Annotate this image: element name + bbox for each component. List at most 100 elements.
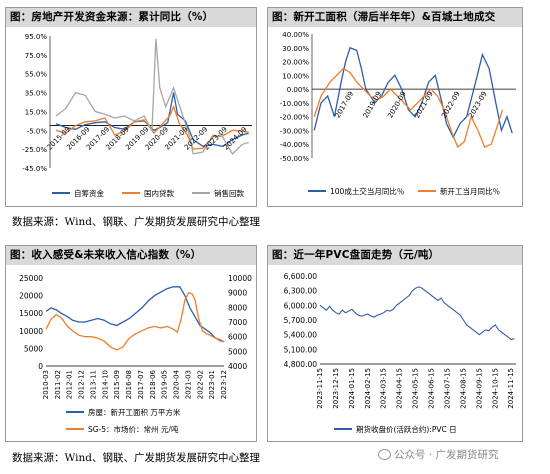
y-left-tick-label: 25000 xyxy=(19,274,43,283)
x-tick-label: 2021-03 xyxy=(184,370,192,399)
x-tick-label: 2019-09 xyxy=(362,90,384,119)
x-tick-label: 2013-11 xyxy=(89,370,97,399)
x-tick-label: 2023-12-15 xyxy=(332,368,340,409)
x-tick-label: 2014-10 xyxy=(101,370,109,399)
series-line xyxy=(313,67,504,149)
wechat-icon xyxy=(378,449,391,460)
chart-panel-income: 图：收入感受&未来收入信心指数（%） 25000 20000 15000 10000 5… xyxy=(5,245,257,442)
y-tick-label: 0.00% xyxy=(287,86,310,94)
y-tick-label: -10.00% xyxy=(280,100,310,108)
y-right-tick-label: 5000 xyxy=(228,347,247,356)
series-line xyxy=(45,291,225,351)
x-tick-label: 2022-02 xyxy=(196,370,204,399)
y-left-tick-label: 10000 xyxy=(19,327,43,336)
series-line xyxy=(45,286,225,343)
y-tick-label: -25.0% xyxy=(22,146,47,154)
y-left-tick-label: 5000 xyxy=(24,344,43,353)
legend-label: 期货收盘价(活跃合约):PVC 日 xyxy=(356,424,457,434)
y-right-tick-label: 7000 xyxy=(228,318,247,327)
series-line xyxy=(319,286,515,341)
y-right-tick-label: 6000 xyxy=(228,333,247,342)
x-tick-label: 2020-04 xyxy=(173,369,181,399)
x-tick-label: 2012-12 xyxy=(78,370,86,399)
chart-title: 图：房地产开发资金来源：累计同比（%） xyxy=(6,8,256,27)
y-tick-label: 30.00% xyxy=(282,45,309,53)
y-tick-label: 75.0% xyxy=(25,52,48,60)
chart-title: 图：收入感受&未来收入信心指数（%） xyxy=(6,246,256,265)
y-tick-label: 35.0% xyxy=(25,90,48,98)
x-tick-label: 2018-06 xyxy=(149,369,157,399)
y-tick-label: 20.00% xyxy=(282,59,309,67)
x-tick-label: 2024-01-15 xyxy=(348,368,356,409)
x-tick-label: 2022-09 xyxy=(440,90,462,119)
x-tick-label: 2016-08 xyxy=(125,370,133,399)
x-tick-label: 2017-07 xyxy=(137,370,145,399)
legend-label: 100成土交当月同比％ xyxy=(330,186,404,196)
chart-panel-newstart: 图：新开工面积（滞后半年年）&百城土地成交 40.00% 30.00% 20.00%… xyxy=(267,7,523,207)
y-tick-label: 6,000.00 xyxy=(284,301,318,310)
chart-title: 图：新开工面积（滞后半年年）&百城土地成交 xyxy=(268,8,522,27)
x-tick-label: 2011-02 xyxy=(54,370,62,399)
x-tick-label: 2024-04-15 xyxy=(396,368,404,409)
x-tick-label: 2024-05-15 xyxy=(412,368,420,409)
x-tick-label: 2024-03-15 xyxy=(380,368,388,409)
funding-chart: 95.0% 75.0% 55.0% 35.0% 15.0% -5.0% -25.0% -45.… xyxy=(22,33,252,198)
x-tick-label: 2020-09 xyxy=(386,90,408,119)
x-tick-label: 2012-01 xyxy=(66,370,74,399)
y-right-tick-label: 10000 xyxy=(228,274,252,283)
series-line xyxy=(55,104,249,150)
legend-label: 房屋：新开工面积 万平方米 xyxy=(88,407,181,417)
legend-label: 国内贷款 xyxy=(144,188,174,198)
y-tick-label: 55.0% xyxy=(25,71,48,79)
y-tick-label: 95.0% xyxy=(25,33,48,41)
legend-label: 自筹资金 xyxy=(74,188,104,198)
watermark: 公众号 · 广发期货研究 xyxy=(378,447,499,462)
x-tick-label: 2024-02-15 xyxy=(364,368,372,409)
y-right-tick-label: 8000 xyxy=(228,303,247,312)
y-tick-label: 5,100.00 xyxy=(284,345,318,354)
x-tick-label: 2024-09-15 xyxy=(475,368,483,409)
x-tick-label: 2023-12 xyxy=(220,370,228,399)
x-tick-label: 2015-09 xyxy=(113,370,121,399)
x-tick-label: 2023-11-15 xyxy=(316,368,324,409)
y-tick-label: -45.0% xyxy=(22,165,47,173)
newstart-land-chart: 40.00% 30.00% 20.00% 10.00% 0.00% -10.00% -20.… xyxy=(280,31,516,196)
y-left-tick-label: 0 xyxy=(38,362,43,371)
y-tick-label: 5,400.00 xyxy=(284,331,318,340)
y-tick-label: 15.0% xyxy=(25,108,48,116)
legend-label: 销售回款 xyxy=(214,188,244,198)
y-tick-label: -30.00% xyxy=(280,127,310,135)
y-tick-label: 5,700.00 xyxy=(284,316,318,325)
y-left-tick-label: 15000 xyxy=(19,309,43,318)
y-left-tick-label: 20000 xyxy=(19,292,43,301)
y-tick-label: -5.0% xyxy=(27,127,48,135)
series-line xyxy=(55,38,249,155)
source-note: 数据来源：Wind、钢联、广发期货发展研究中心整理 xyxy=(12,452,260,464)
chart-panel-pvc: 图：近一年PVC盘面走势（元/吨） 6,600.00 6,300.00 6,000.… xyxy=(267,245,523,442)
y-tick-label: -50.00% xyxy=(280,155,310,163)
x-tick-label: 2024-11-15 xyxy=(507,368,515,409)
y-tick-label: 6,300.00 xyxy=(284,287,318,296)
x-tick-label: 2024-07-15 xyxy=(443,368,451,409)
chart-title: 图：近一年PVC盘面走势（元/吨） xyxy=(268,246,522,265)
y-tick-label: 10.00% xyxy=(282,72,309,80)
series-line xyxy=(313,46,513,139)
legend-label: 新开工当月同比％ xyxy=(440,186,500,196)
income-confidence-chart: 25000 20000 15000 10000 5000 0 10000 9000 8000 70… xyxy=(19,274,252,434)
y-tick-label: -20.00% xyxy=(280,114,310,122)
y-tick-label: 40.00% xyxy=(282,31,309,39)
source-note: 数据来源：Wind、钢联、广发期货发展研究中心整理 xyxy=(12,216,260,228)
x-tick-label: 2024-08-15 xyxy=(459,368,467,409)
y-tick-label: -40.00% xyxy=(280,141,310,149)
y-right-tick-label: 9000 xyxy=(228,289,247,298)
x-tick-label: 2024-06-15 xyxy=(428,368,436,409)
pvc-price-chart: 6,600.00 6,300.00 6,000.00 5,700.00 5,400.00… xyxy=(284,272,516,434)
x-tick-label: 2010-03 xyxy=(42,370,50,399)
chart-panel-funding: 图：房地产开发资金来源：累计同比（%） 95.0% 75.0% 55.0% 35.0%… xyxy=(5,7,257,207)
watermark-text: 公众号 · 广发期货研究 xyxy=(394,449,499,461)
legend-label: SG-5：市场价：常州 元/吨 xyxy=(88,424,179,434)
y-right-tick-label: 4000 xyxy=(228,362,247,371)
x-tick-label: 2019-05 xyxy=(161,370,169,399)
y-tick-label: 4,800.00 xyxy=(284,360,318,369)
x-tick-label: 2023-01 xyxy=(208,370,216,399)
